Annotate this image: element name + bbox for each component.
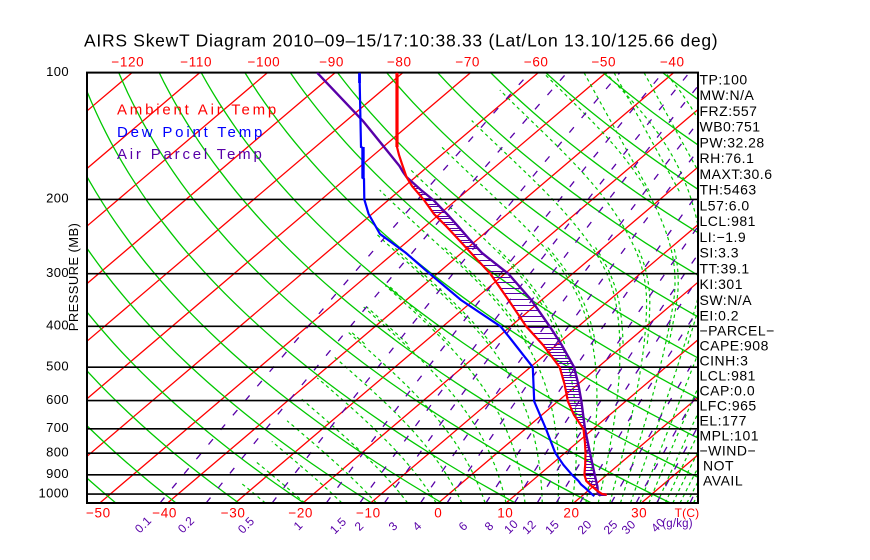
svg-text:30: 30 bbox=[631, 506, 647, 521]
svg-text:SW:N/A: SW:N/A bbox=[700, 292, 753, 308]
svg-text:−90: −90 bbox=[319, 55, 344, 70]
svg-text:CAPE:908: CAPE:908 bbox=[700, 338, 769, 354]
svg-text:LI:−1.9: LI:−1.9 bbox=[700, 229, 747, 245]
svg-text:T(C): T(C) bbox=[675, 506, 700, 520]
svg-text:PRESSURE (MB): PRESSURE (MB) bbox=[66, 223, 81, 332]
svg-text:−30: −30 bbox=[221, 506, 246, 521]
svg-text:LCL:981: LCL:981 bbox=[700, 368, 756, 384]
svg-text:−70: −70 bbox=[455, 55, 480, 70]
svg-text:800: 800 bbox=[46, 444, 69, 459]
svg-text:20: 20 bbox=[563, 506, 579, 521]
svg-text:−50: −50 bbox=[591, 55, 616, 70]
svg-text:LFC:965: LFC:965 bbox=[700, 398, 757, 414]
svg-text:MAXT:30.6: MAXT:30.6 bbox=[700, 166, 773, 182]
svg-text:LCL:981: LCL:981 bbox=[700, 213, 756, 229]
svg-text:−100: −100 bbox=[247, 55, 280, 70]
svg-text:100: 100 bbox=[46, 64, 69, 79]
svg-text:TP:100: TP:100 bbox=[700, 71, 748, 87]
svg-text:−PARCEL−: −PARCEL− bbox=[700, 323, 775, 339]
svg-text:(g/kg): (g/kg) bbox=[662, 518, 693, 530]
svg-text:PW:32.28: PW:32.28 bbox=[700, 134, 765, 150]
svg-text:WB0:751: WB0:751 bbox=[700, 119, 761, 135]
svg-text:700: 700 bbox=[46, 420, 69, 435]
svg-text:1000: 1000 bbox=[38, 485, 69, 500]
svg-text:L57:6.0: L57:6.0 bbox=[700, 197, 750, 213]
svg-text:MPL:101: MPL:101 bbox=[700, 427, 760, 443]
svg-text:CAP:0.0: CAP:0.0 bbox=[700, 383, 756, 399]
svg-text:SI:3.3: SI:3.3 bbox=[700, 245, 740, 261]
svg-text:MW:N/A: MW:N/A bbox=[700, 87, 755, 103]
svg-text:200: 200 bbox=[46, 191, 69, 206]
svg-text:−80: −80 bbox=[387, 55, 412, 70]
svg-text:−WIND−: −WIND− bbox=[700, 442, 757, 458]
svg-text:10: 10 bbox=[497, 506, 513, 521]
svg-text:RH:76.1: RH:76.1 bbox=[700, 150, 755, 166]
svg-text:300: 300 bbox=[46, 265, 69, 280]
svg-text:500: 500 bbox=[46, 358, 69, 373]
svg-text:−20: −20 bbox=[288, 506, 313, 521]
svg-text:400: 400 bbox=[46, 318, 69, 333]
svg-text:−120: −120 bbox=[111, 55, 144, 70]
svg-text:AVAIL: AVAIL bbox=[703, 472, 743, 488]
svg-text:KI:301: KI:301 bbox=[700, 276, 743, 292]
svg-text:0: 0 bbox=[434, 506, 442, 521]
svg-text:TT:39.1: TT:39.1 bbox=[700, 260, 750, 276]
svg-text:AIRS SkewT Diagram 2010–09–15/: AIRS SkewT Diagram 2010–09–15/17:10:38.3… bbox=[84, 31, 718, 51]
svg-text:EI:0.2: EI:0.2 bbox=[700, 308, 740, 324]
svg-text:EL:177: EL:177 bbox=[700, 413, 747, 429]
svg-text:−10: −10 bbox=[356, 506, 381, 521]
svg-text:−60: −60 bbox=[524, 55, 549, 70]
svg-text:900: 900 bbox=[46, 466, 69, 481]
svg-text:FRZ:557: FRZ:557 bbox=[700, 103, 758, 119]
svg-text:CINH:3: CINH:3 bbox=[700, 353, 749, 369]
svg-text:Ambient Air Temp: Ambient Air Temp bbox=[117, 102, 279, 119]
svg-text:NOT: NOT bbox=[703, 457, 734, 473]
svg-text:600: 600 bbox=[46, 392, 69, 407]
svg-text:−40: −40 bbox=[152, 506, 177, 521]
svg-text:−110: −110 bbox=[180, 55, 212, 70]
svg-text:TH:5463: TH:5463 bbox=[700, 182, 757, 198]
svg-text:Dew Point Temp: Dew Point Temp bbox=[117, 124, 265, 141]
svg-text:Air Parcel Temp: Air Parcel Temp bbox=[117, 146, 265, 163]
svg-text:−50: −50 bbox=[86, 506, 111, 521]
svg-text:−40: −40 bbox=[660, 55, 685, 70]
